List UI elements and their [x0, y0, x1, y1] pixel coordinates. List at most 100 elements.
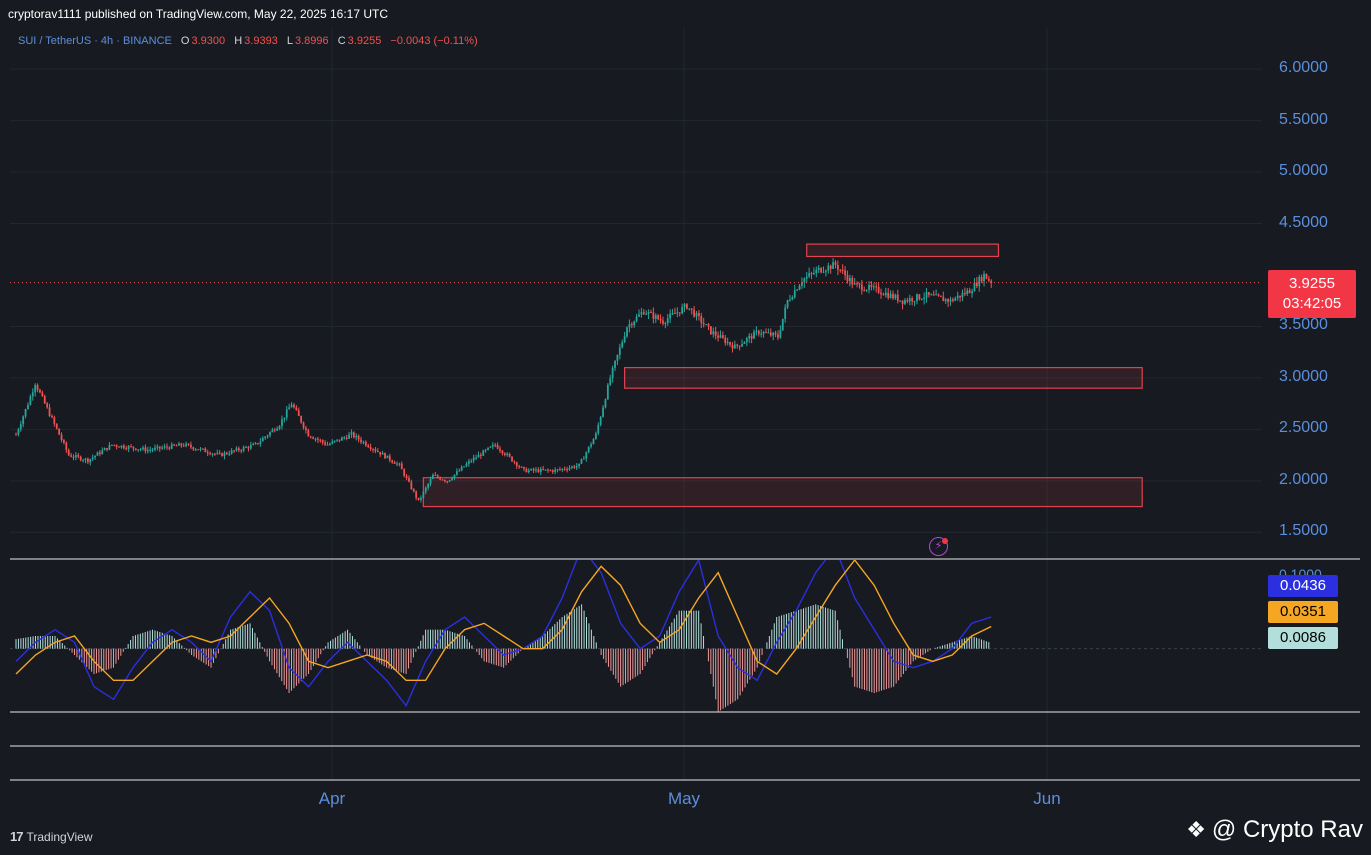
- candle-body: [937, 294, 940, 296]
- candle-body: [944, 299, 947, 302]
- candle-body: [916, 294, 918, 302]
- price-tick-label: 2.5000: [1279, 419, 1328, 437]
- candle-body: [154, 447, 156, 450]
- candle-body: [585, 452, 588, 459]
- candle-body: [530, 468, 533, 471]
- candle-body: [213, 453, 216, 455]
- candle-body: [786, 300, 789, 308]
- candle-body: [896, 294, 899, 302]
- candle-body: [872, 286, 875, 288]
- candle-body: [156, 446, 159, 448]
- candle-body: [237, 448, 240, 451]
- candle-body: [844, 270, 846, 276]
- candle-body: [923, 297, 926, 300]
- candle-body: [453, 474, 456, 479]
- candle-body: [870, 284, 873, 288]
- candle-body: [51, 415, 53, 418]
- candle-body: [527, 470, 530, 473]
- candle-body: [432, 474, 434, 480]
- candle-body: [671, 313, 674, 315]
- candle-body: [669, 313, 672, 319]
- price-tick-label: 3.5000: [1279, 316, 1328, 334]
- candle-body: [36, 385, 39, 390]
- candle-body: [444, 480, 446, 482]
- candle-body: [911, 298, 914, 302]
- candle-body: [774, 332, 777, 335]
- macd-value-badge: 0.0436: [1268, 575, 1338, 597]
- signal-value-badge: 0.0351: [1268, 601, 1338, 623]
- candle-body: [520, 466, 523, 468]
- candle-body: [817, 267, 820, 270]
- candle-body: [820, 267, 823, 273]
- candle-body: [261, 438, 264, 442]
- candle-body: [777, 334, 779, 338]
- open-label: O: [180, 35, 190, 47]
- candle-body: [372, 448, 374, 450]
- candle-body: [633, 321, 636, 326]
- tradingview-logo[interactable]: 17 TradingView: [10, 829, 93, 844]
- open-value: 3.9300: [191, 35, 226, 47]
- candle-body: [599, 416, 602, 425]
- candle-body: [535, 469, 537, 471]
- publisher-info: cryptorav1111 published on TradingView.c…: [8, 7, 388, 21]
- candle-body: [887, 292, 890, 298]
- price-tick-label: 6.0000: [1279, 59, 1328, 77]
- candle-body: [479, 454, 482, 456]
- macd-line: [15, 560, 992, 708]
- candle-body: [662, 320, 664, 324]
- last-price-badge: 3.9255 03:42:05: [1268, 270, 1356, 318]
- candle-body: [602, 407, 604, 417]
- candle-body: [247, 447, 250, 449]
- candle-body: [412, 489, 415, 492]
- candle-body: [146, 449, 149, 452]
- candle-body: [89, 458, 92, 463]
- candle-body: [197, 449, 200, 451]
- candle-body: [501, 450, 504, 454]
- candle-body: [350, 432, 353, 435]
- candle-body: [175, 445, 178, 447]
- candle-body: [388, 455, 391, 461]
- candle-body: [110, 444, 113, 446]
- candle-body: [829, 265, 832, 269]
- candle-body: [53, 417, 56, 424]
- candle-body: [767, 332, 770, 334]
- candle-body: [659, 318, 662, 321]
- candle-body: [170, 444, 173, 449]
- candle-body: [77, 455, 80, 457]
- candle-body: [848, 277, 851, 282]
- candle-body: [518, 466, 521, 468]
- candle-body: [784, 307, 787, 319]
- candle-body: [882, 294, 885, 296]
- candle-body: [48, 407, 51, 416]
- candle-body: [75, 455, 77, 458]
- candle-body: [122, 445, 125, 449]
- candle-body: [834, 262, 837, 265]
- candle-body: [283, 417, 286, 420]
- time-tick-label: May: [667, 789, 701, 808]
- candle-body: [161, 447, 164, 449]
- lightning-icon[interactable]: ⚡: [929, 537, 948, 556]
- candle-body: [932, 294, 935, 296]
- candle-body: [331, 441, 334, 444]
- symbol-label[interactable]: SUI / TetherUS · 4h · BINANCE: [18, 35, 172, 47]
- candle-body: [448, 479, 451, 482]
- candle-body: [594, 433, 597, 439]
- change-value: −0.0043 (−0.11%): [390, 35, 478, 47]
- low-value: 3.8996: [295, 35, 329, 47]
- candle-body: [709, 326, 712, 335]
- candle-body: [312, 437, 315, 439]
- candle-body: [959, 295, 961, 298]
- candle-body: [130, 446, 132, 448]
- candle-body: [712, 331, 715, 335]
- candle-body: [39, 389, 41, 393]
- candle-body: [103, 448, 106, 451]
- candle-body: [913, 301, 916, 303]
- candle-body: [384, 453, 386, 459]
- candle-body: [954, 298, 957, 301]
- candle-body: [470, 460, 473, 462]
- candle-body: [729, 342, 731, 345]
- candle-body: [254, 443, 257, 445]
- candle-body: [348, 434, 350, 439]
- macd-histogram: [10, 604, 1262, 712]
